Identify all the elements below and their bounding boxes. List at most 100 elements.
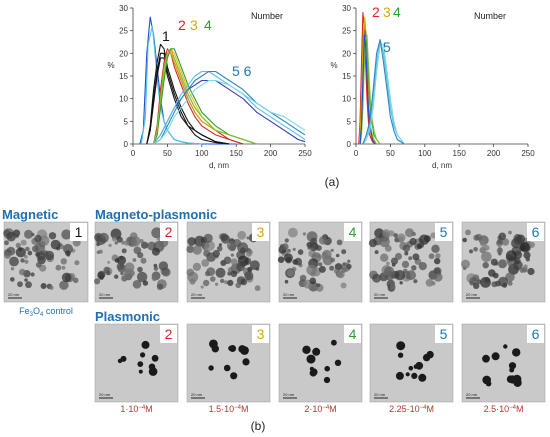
- particle: [412, 253, 420, 261]
- particle: [519, 268, 525, 273]
- series-line: [146, 57, 230, 145]
- particle: [106, 270, 111, 276]
- particle: [140, 352, 146, 358]
- series-line: [153, 70, 306, 145]
- particle: [418, 262, 427, 271]
- particle: [411, 372, 418, 379]
- sample-number-box: [344, 223, 361, 241]
- particle: [316, 283, 321, 288]
- x-tick-label: 100: [195, 149, 209, 158]
- particle: [498, 276, 509, 287]
- particle: [386, 261, 390, 266]
- particle: [4, 251, 11, 259]
- particle: [334, 359, 342, 366]
- particle: [520, 242, 530, 252]
- tem-particles: [395, 341, 434, 382]
- particle: [121, 248, 127, 254]
- sample-number: 6: [532, 224, 540, 240]
- sample-number-box: [252, 223, 269, 241]
- particle: [336, 239, 343, 246]
- particle: [34, 234, 42, 243]
- x-axis-label: d, nm: [432, 161, 452, 170]
- particle: [431, 244, 440, 253]
- y-tick-label: 25: [342, 27, 351, 36]
- particle: [153, 266, 159, 271]
- particle: [136, 271, 148, 283]
- particle: [186, 268, 195, 277]
- particle: [394, 270, 406, 281]
- sample-number-label: 1: [162, 28, 170, 44]
- particle: [204, 240, 215, 251]
- tem-image-tile: 6 20 nm: [461, 323, 546, 403]
- sample-number-label: 4: [393, 4, 401, 20]
- particle: [242, 358, 250, 366]
- series-line: [140, 25, 202, 145]
- particle: [141, 241, 149, 249]
- particle: [244, 271, 254, 281]
- particle: [220, 234, 231, 244]
- particle: [433, 267, 441, 275]
- sample-number: 5: [440, 326, 448, 342]
- particle: [218, 243, 222, 247]
- particle: [513, 236, 523, 246]
- sample-number-box: [527, 325, 544, 343]
- particle: [35, 262, 42, 268]
- particle: [96, 250, 101, 254]
- tem-particles: [208, 339, 250, 380]
- particle: [480, 240, 487, 247]
- particle: [318, 236, 328, 245]
- particle: [25, 281, 32, 289]
- particle: [379, 236, 390, 248]
- particle: [512, 374, 522, 384]
- particle: [473, 234, 480, 241]
- particle: [368, 239, 377, 248]
- particle: [406, 270, 416, 281]
- particle: [133, 246, 142, 255]
- particle: [203, 279, 210, 287]
- tem-image-tile: 4 20 nm: [278, 323, 363, 403]
- particle: [434, 257, 441, 265]
- scale-bar-label: 20 nm: [466, 292, 478, 297]
- tem-particles: [277, 227, 352, 292]
- sample-number-label: 5: [383, 39, 391, 55]
- particle: [525, 257, 530, 262]
- particle: [156, 237, 160, 241]
- particle: [523, 264, 528, 269]
- particle: [24, 229, 33, 239]
- particle: [61, 265, 66, 270]
- particle: [124, 240, 130, 246]
- particle: [246, 251, 252, 257]
- figure-label-a: (a): [325, 175, 340, 189]
- series-line: [153, 48, 257, 145]
- particle: [15, 242, 21, 248]
- particle: [405, 228, 414, 238]
- scale-bar-label: 20 nm: [283, 292, 295, 297]
- particle: [389, 283, 396, 290]
- particle: [237, 242, 249, 254]
- particle: [31, 232, 35, 237]
- particle: [20, 239, 27, 246]
- particle: [469, 249, 473, 254]
- particle: [488, 269, 496, 277]
- particle: [151, 247, 160, 256]
- particle: [215, 267, 226, 278]
- tem-image-grid: Magnetic Magneto-plasmonic Plasmonic 1 20 nm…: [2, 207, 546, 414]
- particle: [74, 260, 80, 266]
- particle: [505, 272, 515, 282]
- particle: [227, 267, 234, 273]
- particle: [201, 259, 210, 267]
- particle: [408, 256, 413, 261]
- particle: [318, 262, 323, 267]
- particle: [508, 230, 512, 235]
- particle: [505, 250, 517, 261]
- y-tick-label: 10: [119, 95, 128, 104]
- particle: [399, 281, 403, 285]
- scale-bar-label: 20 nm: [8, 292, 20, 297]
- particle: [409, 237, 417, 246]
- particle: [206, 252, 216, 262]
- particle: [312, 347, 321, 356]
- sample-number: 6: [532, 326, 540, 342]
- particle: [6, 231, 16, 242]
- header-magneto-plasmonic: Magneto-plasmonic: [95, 207, 217, 222]
